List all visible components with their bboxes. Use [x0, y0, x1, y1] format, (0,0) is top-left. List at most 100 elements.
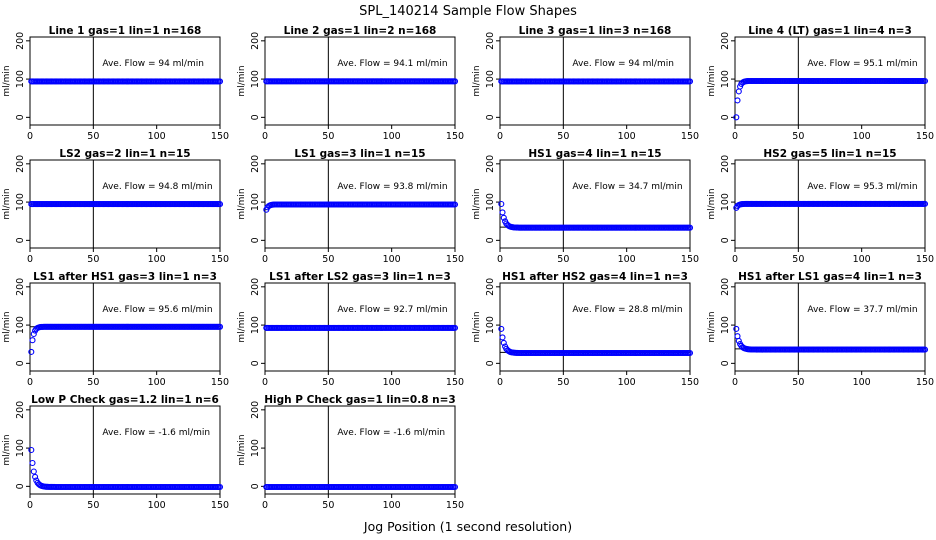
x-tick-label: 150 — [446, 131, 464, 142]
y-tick-label: 0 — [250, 360, 261, 366]
plot-frame — [499, 159, 691, 249]
chart-panel: LS2 gas=2 lin=1 n=15 0 100 200 0 50 100 150 ml/m… — [2, 148, 229, 265]
data-point — [451, 201, 459, 208]
data-series — [498, 200, 694, 231]
average-flow-annotation: Ave. Flow = 28.8 ml/min — [572, 305, 682, 315]
y-tick-label: 100 — [15, 316, 26, 334]
x-tick-label: 50 — [792, 254, 804, 265]
data-point — [500, 339, 507, 346]
data-point — [921, 77, 929, 85]
y-tick-label: 0 — [250, 483, 261, 489]
x-tick-label: 150 — [681, 377, 699, 388]
average-flow-annotation: Ave. Flow = -1.6 ml/min — [102, 428, 210, 438]
x-tick-label: 50 — [792, 131, 804, 142]
average-flow-annotation: Ave. Flow = 94 ml/min — [102, 59, 204, 69]
data-point — [216, 78, 224, 85]
y-tick-label: 200 — [485, 278, 496, 296]
chart-panel: High P Check gas=1 lin=0.8 n=3 0 100 200 0 50… — [237, 394, 464, 511]
data-series — [28, 446, 224, 491]
y-axis-label: ml/min — [707, 311, 717, 342]
chart-panel: Line 4 (LT) gas=1 lin=4 n=3 0 100 200 0 50 100… — [707, 25, 934, 142]
data-point — [498, 325, 505, 332]
y-tick-label: 100 — [250, 70, 261, 88]
panel-title: LS1 after LS2 gas=3 lin=1 n=3 — [269, 271, 451, 283]
y-tick-label: 200 — [15, 155, 26, 173]
y-tick-label: 0 — [720, 237, 731, 243]
data-point — [921, 346, 929, 353]
y-tick-label: 200 — [15, 278, 26, 296]
data-point — [500, 214, 507, 221]
y-axis-label: ml/min — [237, 65, 247, 96]
panel-title: HS1 gas=4 lin=1 n=15 — [528, 148, 661, 160]
x-tick-label: 50 — [322, 500, 334, 511]
y-tick-label: 200 — [15, 32, 26, 50]
x-tick-label: 0 — [27, 500, 33, 511]
x-tick-label: 100 — [383, 377, 401, 388]
x-tick-label: 50 — [322, 131, 334, 142]
data-series — [498, 325, 694, 357]
x-tick-label: 100 — [853, 254, 871, 265]
average-flow-annotation: Ave. Flow = 92.7 ml/min — [337, 305, 447, 315]
y-tick-label: 0 — [485, 237, 496, 243]
average-flow-annotation: Ave. Flow = 34.7 ml/min — [572, 182, 682, 192]
data-point — [216, 483, 224, 491]
plot-frame — [734, 282, 926, 372]
panel-title: HS1 after HS2 gas=4 lin=1 n=3 — [502, 271, 688, 283]
y-tick-label: 200 — [485, 155, 496, 173]
figure-title: SPL_140214 Sample Flow Shapes — [359, 4, 577, 19]
chart-panel: Low P Check gas=1.2 lin=1 n=6 0 100 200 0 50 1… — [2, 394, 229, 511]
x-tick-label: 150 — [681, 254, 699, 265]
y-tick-label: 200 — [720, 32, 731, 50]
y-tick-label: 100 — [720, 193, 731, 211]
data-point — [921, 200, 929, 207]
data-point — [28, 446, 35, 454]
panel-title: LS2 gas=2 lin=1 n=15 — [59, 148, 190, 160]
y-tick-label: 0 — [720, 360, 731, 366]
plot-frame — [29, 405, 221, 495]
y-tick-label: 200 — [485, 32, 496, 50]
x-tick-label: 50 — [557, 254, 569, 265]
panel-title: HS1 after LS1 gas=4 lin=1 n=3 — [738, 271, 922, 283]
x-tick-label: 100 — [618, 131, 636, 142]
data-point — [216, 201, 224, 208]
data-point — [29, 337, 36, 344]
data-point — [32, 473, 39, 480]
x-tick-label: 150 — [211, 377, 229, 388]
x-tick-label: 100 — [148, 500, 166, 511]
chart-panel: HS1 after HS2 gas=4 lin=1 n=3 0 100 200 0 50 1… — [472, 271, 699, 388]
average-flow-annotation: Ave. Flow = 95.3 ml/min — [807, 182, 917, 192]
x-tick-label: 0 — [262, 377, 268, 388]
y-tick-label: 0 — [250, 237, 261, 243]
y-tick-label: 0 — [720, 114, 731, 120]
data-series — [733, 200, 929, 211]
chart-panel: LS1 after HS1 gas=3 lin=1 n=3 0 100 200 0 50 1… — [2, 271, 229, 388]
data-series — [733, 325, 929, 353]
data-point — [451, 324, 459, 331]
average-flow-annotation: Ave. Flow = -1.6 ml/min — [337, 428, 445, 438]
y-tick-label: 0 — [15, 483, 26, 489]
data-series — [28, 323, 224, 355]
data-point — [733, 114, 740, 121]
data-point — [451, 78, 459, 85]
x-tick-label: 0 — [497, 254, 503, 265]
average-flow-annotation: Ave. Flow = 94.1 ml/min — [337, 59, 447, 69]
y-axis-label: ml/min — [707, 65, 717, 96]
data-series — [263, 78, 459, 85]
x-tick-label: 100 — [383, 500, 401, 511]
panel-title: LS1 gas=3 lin=1 n=15 — [294, 148, 425, 160]
y-axis-label: ml/min — [2, 188, 12, 219]
figure-x-axis-label: Jog Position (1 second resolution) — [363, 519, 572, 534]
data-series — [498, 78, 694, 85]
y-tick-label: 100 — [15, 439, 26, 457]
data-point — [735, 337, 742, 344]
chart-panel: HS1 after LS1 gas=4 lin=1 n=3 0 100 200 0 50 1… — [707, 271, 934, 388]
average-flow-annotation: Ave. Flow = 95.1 ml/min — [807, 59, 917, 69]
panel-title: High P Check gas=1 lin=0.8 n=3 — [264, 394, 455, 406]
x-tick-label: 150 — [446, 500, 464, 511]
y-axis-label: ml/min — [2, 311, 12, 342]
y-tick-label: 200 — [720, 278, 731, 296]
x-tick-label: 150 — [211, 131, 229, 142]
plot-frame — [499, 282, 691, 372]
y-tick-label: 100 — [15, 70, 26, 88]
panel-grid: Line 1 gas=1 lin=1 n=168 0 100 200 0 50 100 150… — [2, 25, 934, 511]
